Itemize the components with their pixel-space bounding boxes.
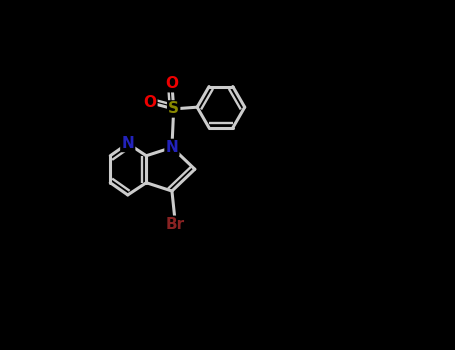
Text: O: O — [143, 95, 157, 110]
Text: N: N — [121, 136, 134, 151]
Text: S: S — [168, 102, 179, 117]
Text: N: N — [166, 140, 178, 155]
Text: O: O — [166, 76, 178, 91]
Text: Br: Br — [166, 217, 185, 232]
